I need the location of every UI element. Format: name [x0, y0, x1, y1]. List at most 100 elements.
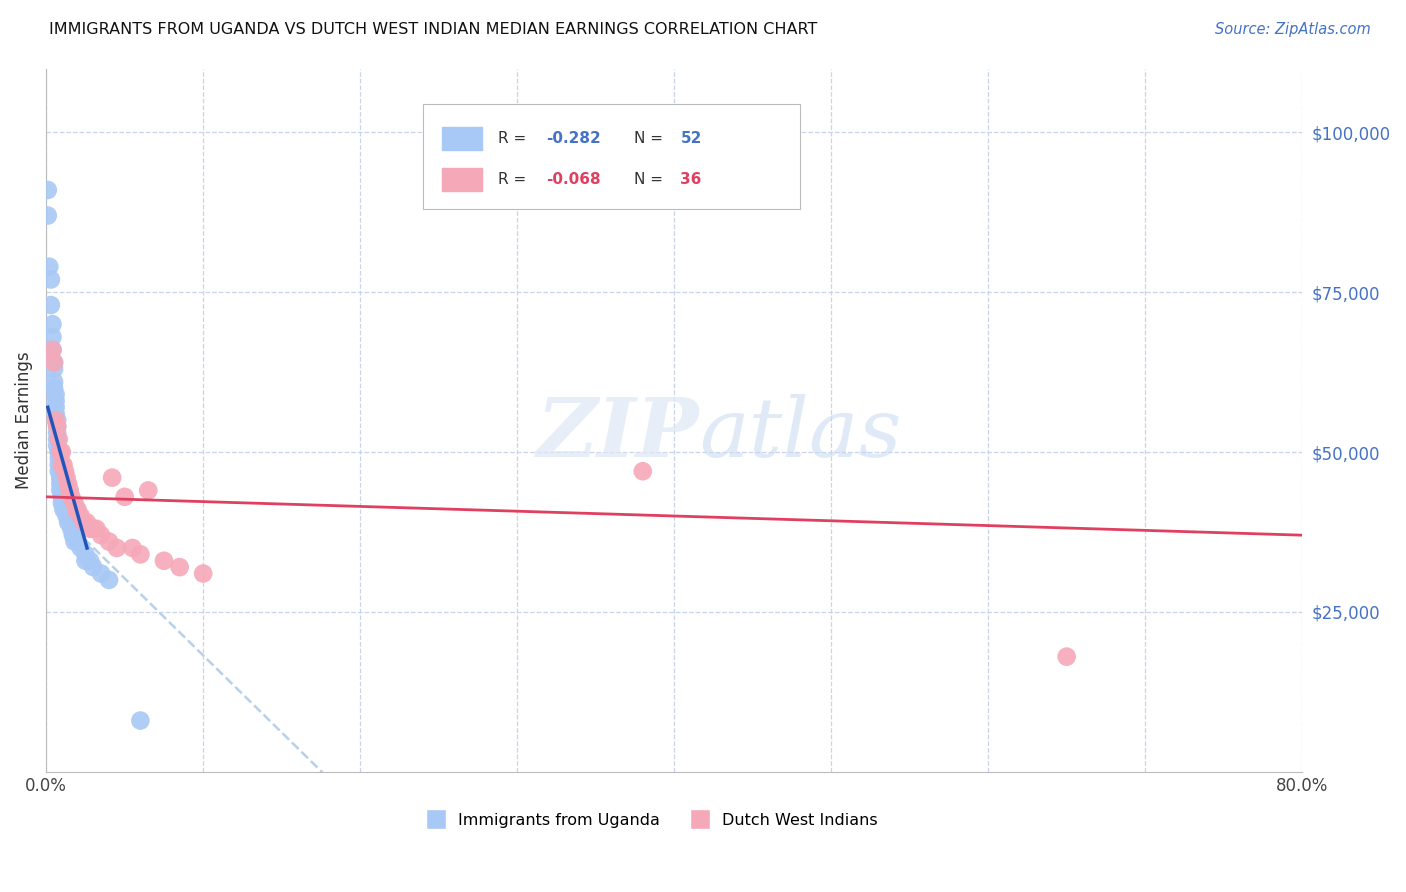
Point: [46, 432, 69, 446]
Point: [45, 407, 67, 421]
Text: N =: N =: [634, 172, 668, 187]
Point: [90, 566, 112, 581]
Point: [51, 490, 73, 504]
Text: R =: R =: [498, 131, 531, 146]
Point: [79, 554, 101, 568]
Point: [129, 714, 152, 728]
Point: [49, 445, 72, 459]
Bar: [441, 128, 482, 150]
Point: [105, 541, 128, 555]
Point: [60, 522, 83, 536]
Point: [52, 458, 75, 472]
Text: atlas: atlas: [699, 394, 901, 475]
Point: [82, 522, 104, 536]
Point: [48, 458, 70, 472]
Point: [66, 534, 89, 549]
Point: [98, 534, 121, 549]
Point: [59, 516, 82, 530]
Point: [42, 355, 65, 369]
Point: [49, 483, 72, 498]
Point: [42, 375, 65, 389]
Point: [46, 419, 69, 434]
Point: [75, 547, 97, 561]
Point: [153, 554, 176, 568]
Point: [45, 401, 67, 415]
Point: [76, 516, 98, 530]
Y-axis label: Median Earnings: Median Earnings: [15, 351, 32, 489]
Point: [631, 464, 654, 478]
Point: [37, 183, 59, 197]
Point: [46, 419, 69, 434]
Point: [86, 522, 108, 536]
Point: [59, 483, 82, 498]
Point: [49, 477, 72, 491]
Point: [53, 464, 76, 478]
Point: [52, 496, 75, 510]
Point: [39, 298, 62, 312]
Point: [48, 432, 70, 446]
Point: [62, 528, 84, 542]
Legend: Immigrants from Uganda, Dutch West Indians: Immigrants from Uganda, Dutch West India…: [413, 806, 884, 834]
Point: [42, 355, 65, 369]
Point: [49, 470, 72, 484]
Text: -0.282: -0.282: [546, 131, 600, 146]
Point: [75, 554, 97, 568]
Point: [51, 445, 73, 459]
Point: [98, 573, 121, 587]
Point: [48, 445, 70, 459]
Text: R =: R =: [498, 172, 531, 187]
Point: [73, 516, 96, 530]
Point: [114, 490, 136, 504]
Point: [82, 560, 104, 574]
Point: [45, 413, 67, 427]
Point: [129, 547, 152, 561]
Point: [101, 470, 124, 484]
Bar: [441, 169, 482, 191]
Point: [136, 483, 159, 498]
Point: [51, 458, 73, 472]
Point: [169, 560, 191, 574]
Point: [46, 425, 69, 440]
Point: [193, 566, 215, 581]
Point: [41, 343, 63, 357]
Point: [63, 496, 86, 510]
Point: [56, 477, 79, 491]
Text: 52: 52: [681, 131, 702, 146]
Point: [42, 381, 65, 395]
Point: [39, 272, 62, 286]
Point: [90, 528, 112, 542]
Point: [51, 490, 73, 504]
Point: [45, 393, 67, 408]
Point: [48, 464, 70, 478]
Point: [121, 541, 143, 555]
Point: [53, 502, 76, 516]
Point: [46, 413, 69, 427]
Point: [79, 522, 101, 536]
Point: [65, 502, 87, 516]
Point: [66, 502, 89, 516]
Text: -0.068: -0.068: [546, 172, 600, 187]
Point: [42, 362, 65, 376]
Text: 36: 36: [681, 172, 702, 187]
Text: N =: N =: [634, 131, 668, 146]
Point: [56, 516, 79, 530]
Point: [52, 502, 75, 516]
Point: [63, 534, 86, 549]
Point: [69, 508, 91, 523]
Text: ZIP: ZIP: [537, 394, 699, 475]
Point: [37, 209, 59, 223]
Point: [51, 496, 73, 510]
Point: [49, 470, 72, 484]
Point: [41, 343, 63, 357]
Point: [69, 541, 91, 555]
FancyBboxPatch shape: [423, 103, 800, 209]
Point: [46, 439, 69, 453]
Point: [55, 508, 77, 523]
Point: [48, 451, 70, 466]
Point: [60, 490, 83, 504]
Point: [38, 260, 60, 274]
Point: [45, 387, 67, 401]
Point: [51, 483, 73, 498]
Text: IMMIGRANTS FROM UGANDA VS DUTCH WEST INDIAN MEDIAN EARNINGS CORRELATION CHART: IMMIGRANTS FROM UGANDA VS DUTCH WEST IND…: [49, 22, 817, 37]
Point: [41, 330, 63, 344]
